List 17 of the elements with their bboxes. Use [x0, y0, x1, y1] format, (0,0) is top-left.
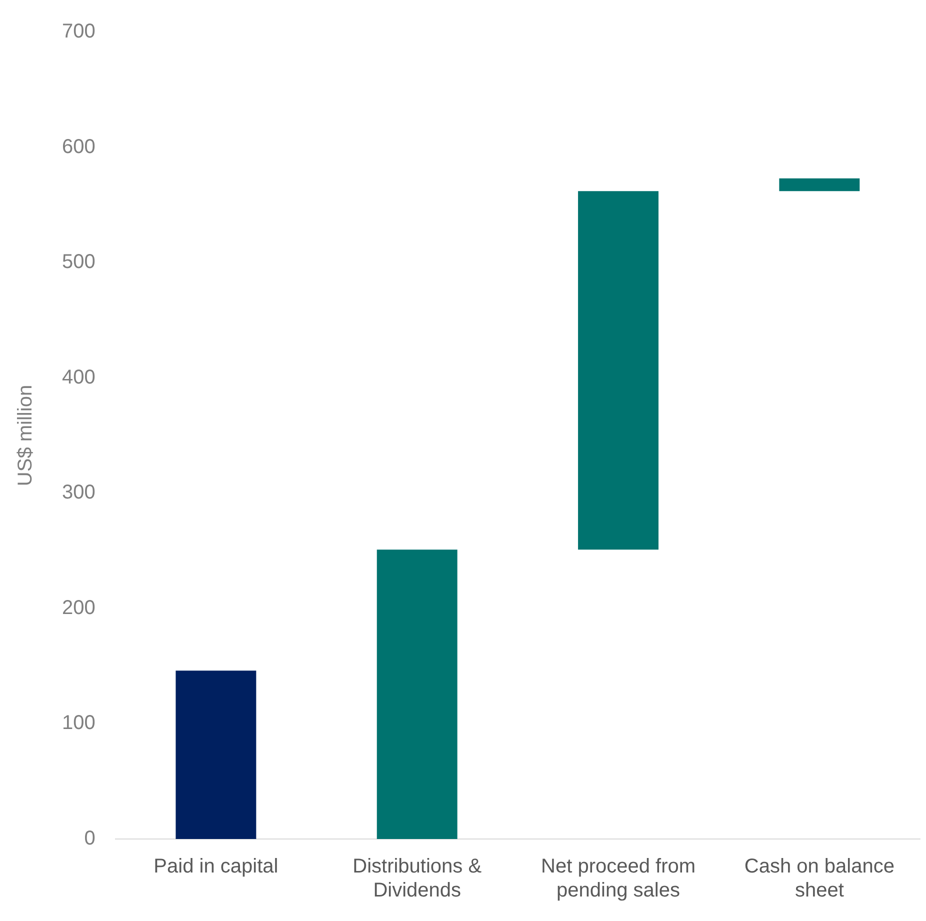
x-tick-label: Distributions & Dividends	[352, 856, 482, 902]
y-tick-label: 600	[62, 136, 96, 158]
y-tick-label: 500	[62, 251, 96, 274]
y-tick-label: 200	[62, 596, 96, 619]
y-axis-title: US$ million	[14, 384, 37, 486]
x-tick-label: Net proceed from pending sales	[541, 856, 696, 902]
bar	[779, 178, 860, 192]
bar	[578, 191, 658, 550]
x-tick-label: Paid in capital	[154, 856, 278, 878]
y-tick-label: 400	[62, 366, 96, 388]
bar	[376, 550, 458, 839]
y-tick-label: 100	[62, 712, 96, 734]
y-tick-label: 300	[62, 482, 96, 504]
bar	[176, 670, 256, 839]
x-tick-label: Cash on balance sheet	[744, 856, 894, 902]
y-tick-label: 700	[62, 20, 96, 43]
y-tick-label: 0	[84, 828, 96, 850]
